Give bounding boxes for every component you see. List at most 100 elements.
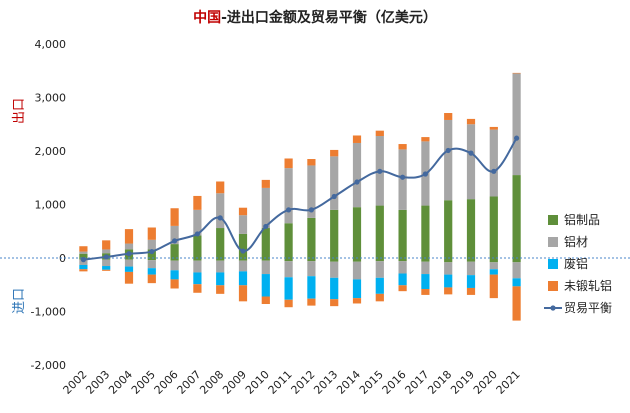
import-bar-segment [352, 279, 362, 299]
balance-line-group [80, 135, 520, 263]
legend-swatch [548, 215, 558, 225]
export-bar-segment [466, 199, 476, 258]
export-bar-segment [421, 205, 430, 258]
x-axis: 2002200320042005200620072008200920102011… [61, 368, 523, 397]
export-bar-segment [307, 165, 316, 218]
import-bar-segment [216, 260, 225, 273]
x-tick-label: 2002 [61, 368, 90, 397]
import-bar-segment [216, 272, 225, 286]
export-bar-segment [284, 223, 293, 258]
export-bar-segment [238, 233, 248, 258]
export-bar-segment [216, 181, 225, 194]
export-bar-segment [330, 149, 339, 157]
import-bar-segment [512, 278, 521, 287]
x-tick-label: 2020 [471, 368, 500, 397]
x-tick-label: 2014 [334, 368, 363, 397]
import-bar-segment [261, 260, 270, 275]
export-bar-segment [421, 137, 430, 142]
legend-swatch [548, 237, 558, 247]
export-bar-segment [216, 228, 225, 258]
import-bar-segment [444, 262, 453, 275]
import-bar-segment [489, 262, 498, 270]
balance-point [194, 231, 200, 237]
export-bar-segment [79, 246, 88, 252]
x-tick-label: 2009 [220, 368, 249, 397]
import-bar-segment [79, 269, 88, 272]
side-labels: 出口 进口 [12, 98, 27, 314]
import-bar-segment [147, 258, 156, 261]
import-bar-segment [147, 268, 156, 275]
export-bar-segment [79, 251, 88, 254]
import-bar-segment [330, 277, 339, 300]
export-bar-segment [261, 179, 270, 188]
import-bar-segment [375, 258, 384, 262]
balance-point [514, 135, 520, 141]
x-tick-label: 2017 [403, 368, 432, 397]
export-bar-segment [102, 249, 111, 254]
balance-point [331, 193, 337, 200]
import-bar-segment [170, 279, 179, 289]
import-bar-segment [124, 258, 134, 260]
legend-label: 废铝 [564, 256, 588, 271]
export-bar-segment [193, 195, 202, 210]
import-bar-segment [466, 258, 476, 262]
balance-point [400, 174, 406, 180]
import-bar-segment [307, 276, 316, 299]
import-bar-segment [216, 258, 225, 261]
chart-title: 中国-进出口金额及贸易平衡（亿美元） [193, 9, 437, 26]
export-bar-segment [330, 209, 339, 258]
export-side-label: 出口 [12, 98, 27, 124]
x-tick-label: 2012 [289, 368, 318, 397]
import-bar-segment [352, 298, 362, 304]
balance-point [286, 207, 292, 213]
export-bar-segment [193, 235, 202, 258]
export-bar-segment [170, 225, 179, 245]
export-bar-segment [398, 209, 407, 258]
export-bar-segment [466, 124, 476, 200]
export-bar-segment [284, 158, 293, 169]
x-tick-label: 2019 [448, 368, 477, 397]
export-bar-segment [216, 193, 225, 229]
x-tick-label: 2007 [175, 368, 204, 397]
import-bar-segment [238, 271, 248, 286]
balance-point [172, 238, 178, 244]
import-bar-segment [375, 277, 384, 294]
x-tick-label: 2021 [494, 368, 523, 397]
y-tick-label: 4,000 [35, 38, 67, 51]
import-bar-segment [466, 287, 476, 295]
balance-point [491, 168, 497, 174]
export-bar-segment [352, 135, 362, 143]
import-bar-segment [398, 261, 407, 274]
import-bar-segment [512, 262, 521, 279]
import-bar-segment [466, 275, 476, 288]
import-bar-segment [193, 260, 202, 273]
balance-point [103, 254, 109, 260]
export-bar-segment [398, 144, 407, 150]
export-bar-segment [352, 142, 362, 208]
import-bar-segment [421, 261, 430, 275]
import-bar-segment [193, 272, 202, 285]
import-bar-segment [421, 274, 430, 290]
export-bar-segment [147, 227, 156, 240]
export-bar-segment [489, 196, 498, 258]
import-bar-segment [330, 258, 339, 262]
import-bar-segment [79, 264, 88, 270]
import-bar-segment [466, 261, 476, 276]
legend-swatch [548, 259, 558, 269]
export-bar-segment [512, 72, 521, 74]
export-bar-segment [375, 205, 384, 258]
import-bar-segment [102, 259, 111, 267]
export-bar-segment [124, 229, 134, 244]
import-bar-segment [124, 266, 134, 272]
import-bar-segment [170, 258, 179, 261]
export-bar-segment [79, 253, 88, 258]
export-bar-segment [170, 244, 179, 258]
export-bar-segment [489, 126, 498, 130]
export-bar-segment [330, 156, 339, 210]
svg-text:中国-进出口金额及贸易平衡（亿美元）: 中国-进出口金额及贸易平衡（亿美元） [193, 9, 437, 26]
x-tick-label: 2018 [425, 368, 454, 397]
import-bar-segment [512, 286, 521, 321]
balance-point [445, 147, 451, 154]
